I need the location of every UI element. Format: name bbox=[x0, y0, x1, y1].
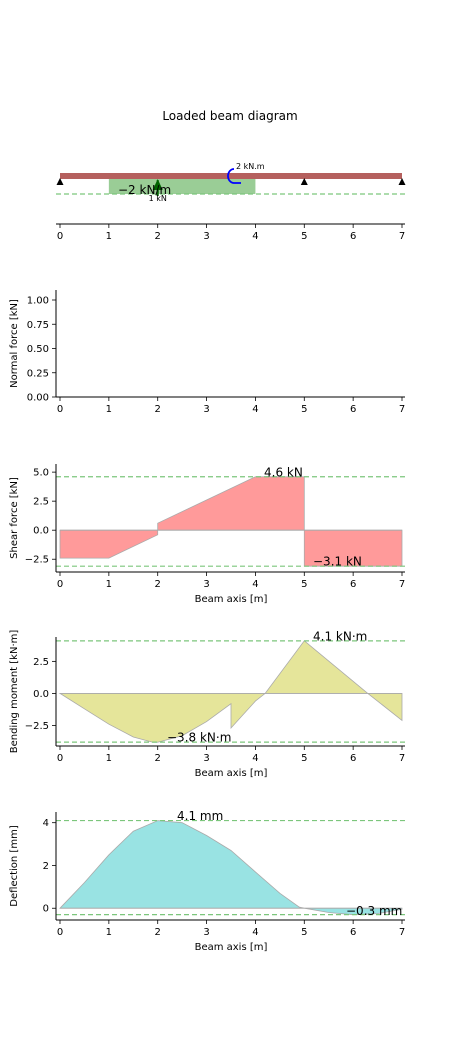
x-tick-label: 6 bbox=[350, 927, 356, 938]
point-load-arrowhead bbox=[152, 179, 163, 190]
y-tick-label: 0.75 bbox=[27, 320, 49, 331]
x-tick-label: 2 bbox=[155, 231, 161, 242]
x-tick-label: 0 bbox=[57, 404, 63, 415]
x-tick-label: 6 bbox=[350, 579, 356, 590]
y-tick-label: −2.5 bbox=[25, 721, 49, 732]
y-tick-label: −2.5 bbox=[25, 555, 49, 566]
y-tick-label: 0.25 bbox=[27, 368, 49, 379]
x-tick-label: 4 bbox=[252, 753, 258, 764]
x-tick-label: 1 bbox=[106, 753, 112, 764]
x-tick-label: 7 bbox=[399, 927, 405, 938]
max-value-label: 4.1 kN·m bbox=[313, 629, 367, 643]
x-tick-label: 5 bbox=[301, 753, 307, 764]
y-tick-label: 4 bbox=[43, 818, 49, 829]
x-tick-label: 0 bbox=[57, 579, 63, 590]
y-tick-label: 2.5 bbox=[33, 497, 49, 508]
x-tick-label: 5 bbox=[301, 404, 307, 415]
data-area bbox=[58, 640, 403, 743]
shear-force-panel: 5.0 2.5 0.0 −2.5 Shear force [kN] 0 1 2 3 4 5 6 7 Bea… bbox=[9, 464, 405, 605]
x-tick-label: 0 bbox=[57, 231, 63, 242]
x-tick-label: 0 bbox=[57, 927, 63, 938]
figure-title: Loaded beam diagram bbox=[162, 109, 297, 123]
normal-force-panel: 1.00 0.75 0.50 0.25 0.00 Normal force [kN] 0 1 2… bbox=[9, 290, 405, 415]
y-tick-label: 2 bbox=[43, 861, 49, 872]
x-axis-label: Beam axis [m] bbox=[195, 594, 268, 605]
moment-load-arrow bbox=[227, 168, 241, 184]
y-tick-label: 2.5 bbox=[33, 657, 49, 668]
x-tick-label: 6 bbox=[350, 231, 356, 242]
deflection-panel: 4 2 0 Deflection [mm] 0 1 2 3 4 5 6 7 Beam axis [m] 4… bbox=[9, 809, 405, 953]
distributed-load-label: −2 kN/m bbox=[118, 183, 171, 197]
x-axis-label: Beam axis [m] bbox=[195, 768, 268, 779]
y-axis-label: Normal force [kN] bbox=[9, 299, 20, 388]
max-value-label: 4.1 mm bbox=[177, 809, 223, 823]
y-tick-label: 0.50 bbox=[27, 344, 49, 355]
y-axis-label: Deflection [mm] bbox=[9, 825, 20, 907]
x-tick-label: 5 bbox=[301, 927, 307, 938]
x-tick-label: 2 bbox=[155, 753, 161, 764]
beam-bar bbox=[60, 173, 402, 179]
x-tick-label: 4 bbox=[252, 579, 258, 590]
point-load-label: 1 kN bbox=[149, 194, 167, 203]
x-tick-label: 3 bbox=[203, 927, 209, 938]
x-tick-label: 0 bbox=[57, 753, 63, 764]
x-tick-label: 4 bbox=[252, 404, 258, 415]
x-tick-label: 2 bbox=[155, 579, 161, 590]
x-tick-label: 1 bbox=[106, 579, 112, 590]
data-area bbox=[59, 476, 403, 567]
x-tick-label: 7 bbox=[399, 231, 405, 242]
support-marker bbox=[300, 178, 308, 185]
support-marker bbox=[398, 178, 406, 185]
x-tick-label: 5 bbox=[301, 579, 307, 590]
beam-panel: −2 kN/m1 kN 2 kN.m 0 1 2 3 4 5 6 7 bbox=[56, 162, 406, 242]
x-tick-label: 3 bbox=[203, 753, 209, 764]
support-marker bbox=[56, 178, 64, 185]
y-tick-label: 0.00 bbox=[27, 393, 49, 404]
x-tick-label: 1 bbox=[106, 404, 112, 415]
x-tick-label: 7 bbox=[399, 404, 405, 415]
y-tick-label: 5.0 bbox=[33, 468, 49, 479]
x-tick-label: 7 bbox=[399, 753, 405, 764]
x-tick-label: 4 bbox=[252, 927, 258, 938]
x-tick-label: 6 bbox=[350, 753, 356, 764]
y-tick-label: 0 bbox=[43, 904, 49, 915]
min-value-label: −0.3 mm bbox=[346, 904, 402, 918]
x-tick-label: 3 bbox=[203, 579, 209, 590]
x-tick-label: 6 bbox=[350, 404, 356, 415]
x-tick-label: 7 bbox=[399, 579, 405, 590]
x-tick-label: 2 bbox=[155, 927, 161, 938]
data-area bbox=[59, 820, 403, 916]
y-tick-label: 0.0 bbox=[33, 689, 49, 700]
min-value-label: −3.1 kN bbox=[313, 555, 362, 569]
max-value-label: 4.6 kN bbox=[264, 465, 303, 479]
x-tick-label: 5 bbox=[301, 231, 307, 242]
x-axis-label: Beam axis [m] bbox=[195, 942, 268, 953]
x-tick-label: 3 bbox=[203, 404, 209, 415]
bending-moment-panel: 2.5 0.0 −2.5 Bending moment [kN·m] 0 1 2 3 4 5 6 7 B… bbox=[9, 629, 405, 779]
y-axis-label: Shear force [kN] bbox=[9, 477, 20, 559]
y-tick-label: 1.00 bbox=[27, 296, 49, 307]
y-tick-label: 0.0 bbox=[33, 526, 49, 537]
min-value-label: −3.8 kN·m bbox=[167, 731, 231, 745]
x-tick-label: 1 bbox=[106, 927, 112, 938]
x-tick-label: 2 bbox=[155, 404, 161, 415]
x-tick-label: 3 bbox=[203, 231, 209, 242]
moment-load-label: 2 kN.m bbox=[236, 162, 265, 171]
x-tick-label: 4 bbox=[252, 231, 258, 242]
y-axis-label: Bending moment [kN·m] bbox=[9, 630, 20, 754]
x-tick-label: 1 bbox=[106, 231, 112, 242]
